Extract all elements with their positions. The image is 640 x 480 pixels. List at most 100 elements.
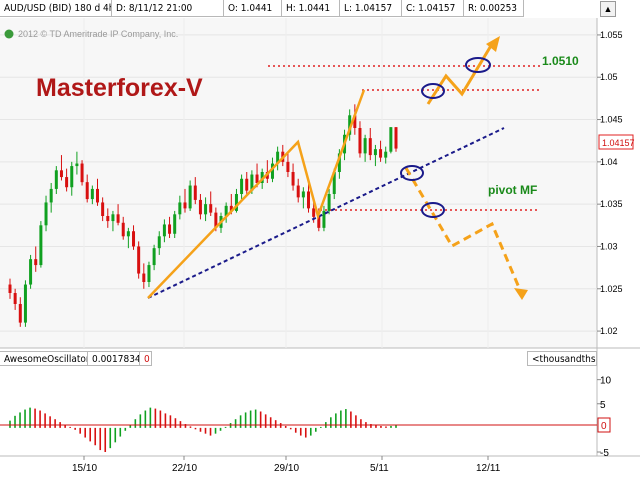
candle-body [85,182,89,200]
price-tick-label: 1.04 [600,157,618,167]
grid [0,18,597,348]
candle-body [234,194,238,211]
candle-body [121,222,125,237]
oscillator-panel-bg [0,366,597,456]
candle-body [389,127,393,152]
oscillator-tick-label: 5 [600,400,606,411]
low-value: L: 1.04157 [344,3,393,14]
candle-body [276,151,280,164]
candle-body [137,246,141,274]
candle-body [312,208,316,217]
oscillator-tick-label: -5 [600,448,609,459]
candle-body [29,259,33,285]
candle-body [49,188,53,203]
oscillator-tick-label: 10 [600,376,612,387]
candle-body [147,265,151,282]
candle-body [152,248,156,266]
annotations[interactable] [147,36,540,300]
symbol-label: AUD/USD (BID) 180 d 4h [4,3,112,14]
time-tick-label: 22/10 [172,463,197,474]
high-cell: H: 1.0441 [282,0,340,17]
candle-body [18,304,22,323]
candle-body [214,212,218,228]
price-axis: 1.055 1.05 1.045 1.04 1.035 1.03 1.025 1.02 [597,30,623,336]
candle-body [178,202,182,215]
candle-body [204,204,208,215]
ellipse-marker-trendline[interactable] [400,165,424,181]
candle-body [90,188,94,200]
candle-body [327,194,331,211]
oscillator-value: 0.0017834 [92,354,140,365]
date-value: D: 8/11/12 21:00 [116,3,193,14]
trend-line[interactable] [147,127,505,299]
brand-watermark: Masterforex-V [36,74,203,102]
symbol-cell[interactable]: AUD/USD (BID) 180 d 4h [0,0,112,17]
wave-zigzag[interactable] [147,89,366,299]
oscillator-zero-tag-label: 0 [601,421,607,432]
price-tick-label: 1.055 [600,30,623,40]
candle-body [373,149,377,156]
candle-body [240,178,244,194]
candle-body [106,216,110,222]
candle-body [209,204,213,213]
candle-body [255,174,259,183]
time-tick-label: 12/11 [476,463,501,474]
current-price-tag [598,134,634,150]
candle-body [291,172,295,186]
copyright-notice: 2012 © TD Ameritrade IP Company, Inc. [18,29,178,39]
bearish-projection[interactable] [404,167,522,291]
candle-body [173,214,177,234]
candle-body [322,210,326,228]
candle-body [54,170,58,189]
candle-body [193,185,197,200]
time-tick-label: 5/11 [370,463,389,474]
candle-body [95,188,99,203]
ellipse-marker-pivot[interactable] [421,202,445,218]
candle-body [126,231,130,237]
candle-body [296,185,300,198]
price-tick-label: 1.025 [600,284,623,294]
candle-body [353,115,357,128]
price-tick-label: 1.045 [600,115,623,125]
ellipse-marker-target[interactable] [465,57,491,73]
candle-body [229,205,233,211]
close-cell: C: 1.04157 [402,0,464,17]
current-price-label: 1.04157 [602,138,635,148]
bullish-projection[interactable] [426,43,494,105]
ellipse-marker-high[interactable] [421,83,445,99]
oscillator-name: AwesomeOscillator [4,354,88,365]
candle-body [39,225,43,266]
range-value: R: 0.00253 [468,3,518,14]
candle-body [368,138,372,156]
candle-body [301,191,305,198]
candle-body [317,216,321,228]
candle-body [224,205,228,216]
close-icon[interactable]: ▲ [600,1,616,17]
oscillator-zero-box-label: 0 [144,354,150,365]
close-value: C: 1.04157 [406,3,456,14]
candle-body [270,163,274,179]
pivot-label: pivot MF [488,183,537,197]
candle-body [168,224,172,234]
candle-body [348,115,352,135]
time-tick-label: 29/10 [274,463,299,474]
date-cell: D: 8/11/12 21:00 [112,0,224,17]
oscillator-name-cell[interactable]: AwesomeOscillator [0,351,88,366]
candle-body [65,177,69,188]
price-tick-label: 1.03 [600,241,618,251]
candle-body [101,202,105,216]
candle-body [111,214,115,222]
candle-body [332,172,336,194]
price-tick-label: 1.035 [600,199,623,209]
oscillator-value-cell: 0.0017834 [88,351,140,366]
oscillator-zero-box: 0 [140,351,152,366]
candle-body [23,284,27,323]
time-axis: 15/10 22/10 29/10 5/11 12/11 [72,456,501,474]
candle-body [44,202,48,226]
up-arrow-icon [486,36,500,52]
time-tick-label: 15/10 [72,463,97,474]
candle-body [132,231,136,247]
candle-body [157,236,161,249]
